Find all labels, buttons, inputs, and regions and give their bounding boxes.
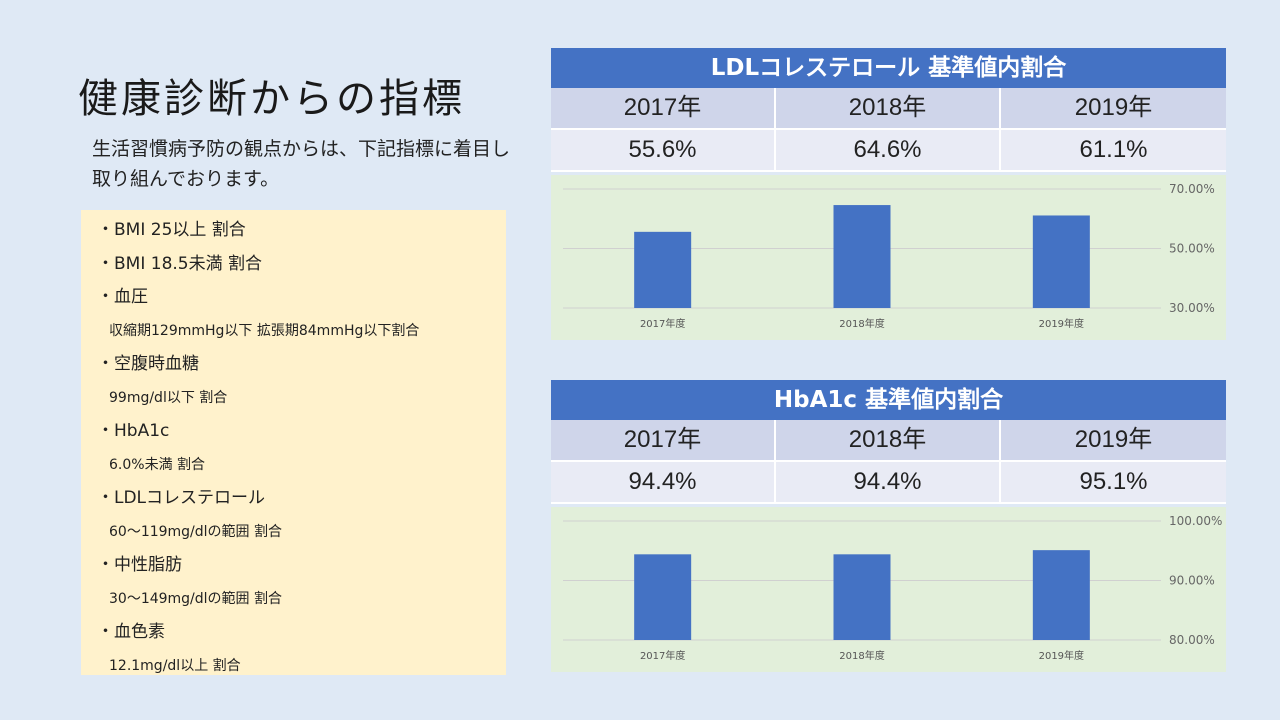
indicator-item: LDLコレステロール bbox=[97, 482, 506, 516]
ldl-year-2017: 2017年 bbox=[551, 88, 776, 130]
ldl-value-2017: 55.6% bbox=[551, 130, 776, 172]
indicator-item: HbA1c bbox=[97, 415, 506, 449]
indicator-item: BMI 25以上 割合 bbox=[97, 214, 506, 248]
hba1c-value-2017: 94.4% bbox=[551, 462, 776, 504]
x-tick-label: 2019年度 bbox=[1039, 649, 1084, 662]
bar-2019年度 bbox=[1032, 215, 1090, 308]
page-title: 健康診断からの指標 bbox=[78, 76, 465, 122]
ldl-bar-chart: 30.00% 50.00% 70.00% 2017年度 2018年度 2019年度 bbox=[551, 175, 1226, 340]
y-tick-label: 90.00% bbox=[1169, 574, 1215, 588]
x-tick-label: 2019年度 bbox=[1039, 317, 1084, 330]
indicator-criteria: 収縮期129mmHg以下 拡張期84mmHg以下割合 bbox=[109, 322, 420, 339]
hba1c-year-2019: 2019年 bbox=[1001, 420, 1226, 462]
x-tick-label: 2018年度 bbox=[839, 649, 884, 662]
ldl-chart-svg: 30.00% 50.00% 70.00% 2017年度 2018年度 2019年度 bbox=[563, 182, 1215, 330]
y-tick-label: 50.00% bbox=[1169, 242, 1215, 256]
indicator-item: 空腹時血糖 bbox=[97, 348, 506, 382]
bar-2018年度 bbox=[833, 554, 891, 640]
hba1c-year-2017: 2017年 bbox=[551, 420, 776, 462]
hba1c-bar-chart: 80.00% 90.00% 100.00% 2017年度 2018年度 2019年度 bbox=[551, 507, 1226, 672]
ldl-value-2019: 61.1% bbox=[1001, 130, 1226, 172]
indicator-criteria: 6.0%未満 割合 bbox=[109, 456, 206, 473]
indicator-item: BMI 18.5未満 割合 bbox=[97, 248, 506, 282]
hba1c-summary-table: HbA1c 基準値内割合 2017年 2018年 2019年 94.4% 94.… bbox=[551, 380, 1226, 504]
ldl-year-2018: 2018年 bbox=[776, 88, 1001, 130]
y-tick-label: 70.00% bbox=[1169, 182, 1215, 196]
bar-2019年度 bbox=[1032, 550, 1090, 640]
indicator-item: 血色素 bbox=[97, 616, 506, 650]
indicator-list: BMI 25以上 割合BMI 18.5未満 割合血圧収縮期129mmHg以下 拡… bbox=[81, 210, 506, 675]
hba1c-chart-svg: 80.00% 90.00% 100.00% 2017年度 2018年度 2019年度 bbox=[563, 514, 1222, 662]
ldl-year-2019: 2019年 bbox=[1001, 88, 1226, 130]
hba1c-value-2018: 94.4% bbox=[776, 462, 1001, 504]
ldl-summary-table: LDLコレステロール 基準値内割合 2017年 2018年 2019年 55.6… bbox=[551, 48, 1226, 172]
y-tick-label: 80.00% bbox=[1169, 633, 1215, 647]
x-tick-label: 2018年度 bbox=[839, 317, 884, 330]
y-tick-label: 100.00% bbox=[1169, 514, 1222, 528]
indicator-item: 血圧 bbox=[97, 281, 506, 315]
page-subtitle: 生活習慣病予防の観点からは、下記指標に着目し取り組んでおります。 bbox=[92, 138, 511, 190]
bar-2017年度 bbox=[634, 231, 692, 308]
indicator-item: 中性脂肪 bbox=[97, 549, 506, 583]
indicator-criteria: 60～119mg/dlの範囲 割合 bbox=[109, 523, 283, 540]
bar-2017年度 bbox=[634, 554, 692, 640]
indicator-criteria: 99mg/dl以下 割合 bbox=[109, 389, 228, 406]
hba1c-year-2018: 2018年 bbox=[776, 420, 1001, 462]
x-tick-label: 2017年度 bbox=[640, 649, 685, 662]
bar-2018年度 bbox=[833, 205, 891, 308]
indicator-criteria: 12.1mg/dl以上 割合 bbox=[109, 657, 241, 674]
ldl-table-header: LDLコレステロール 基準値内割合 bbox=[551, 48, 1226, 88]
x-tick-label: 2017年度 bbox=[640, 317, 685, 330]
y-tick-label: 30.00% bbox=[1169, 301, 1215, 315]
hba1c-value-2019: 95.1% bbox=[1001, 462, 1226, 504]
ldl-value-2018: 64.6% bbox=[776, 130, 1001, 172]
indicator-criteria: 30～149mg/dlの範囲 割合 bbox=[109, 590, 283, 607]
hba1c-table-header: HbA1c 基準値内割合 bbox=[551, 380, 1226, 420]
